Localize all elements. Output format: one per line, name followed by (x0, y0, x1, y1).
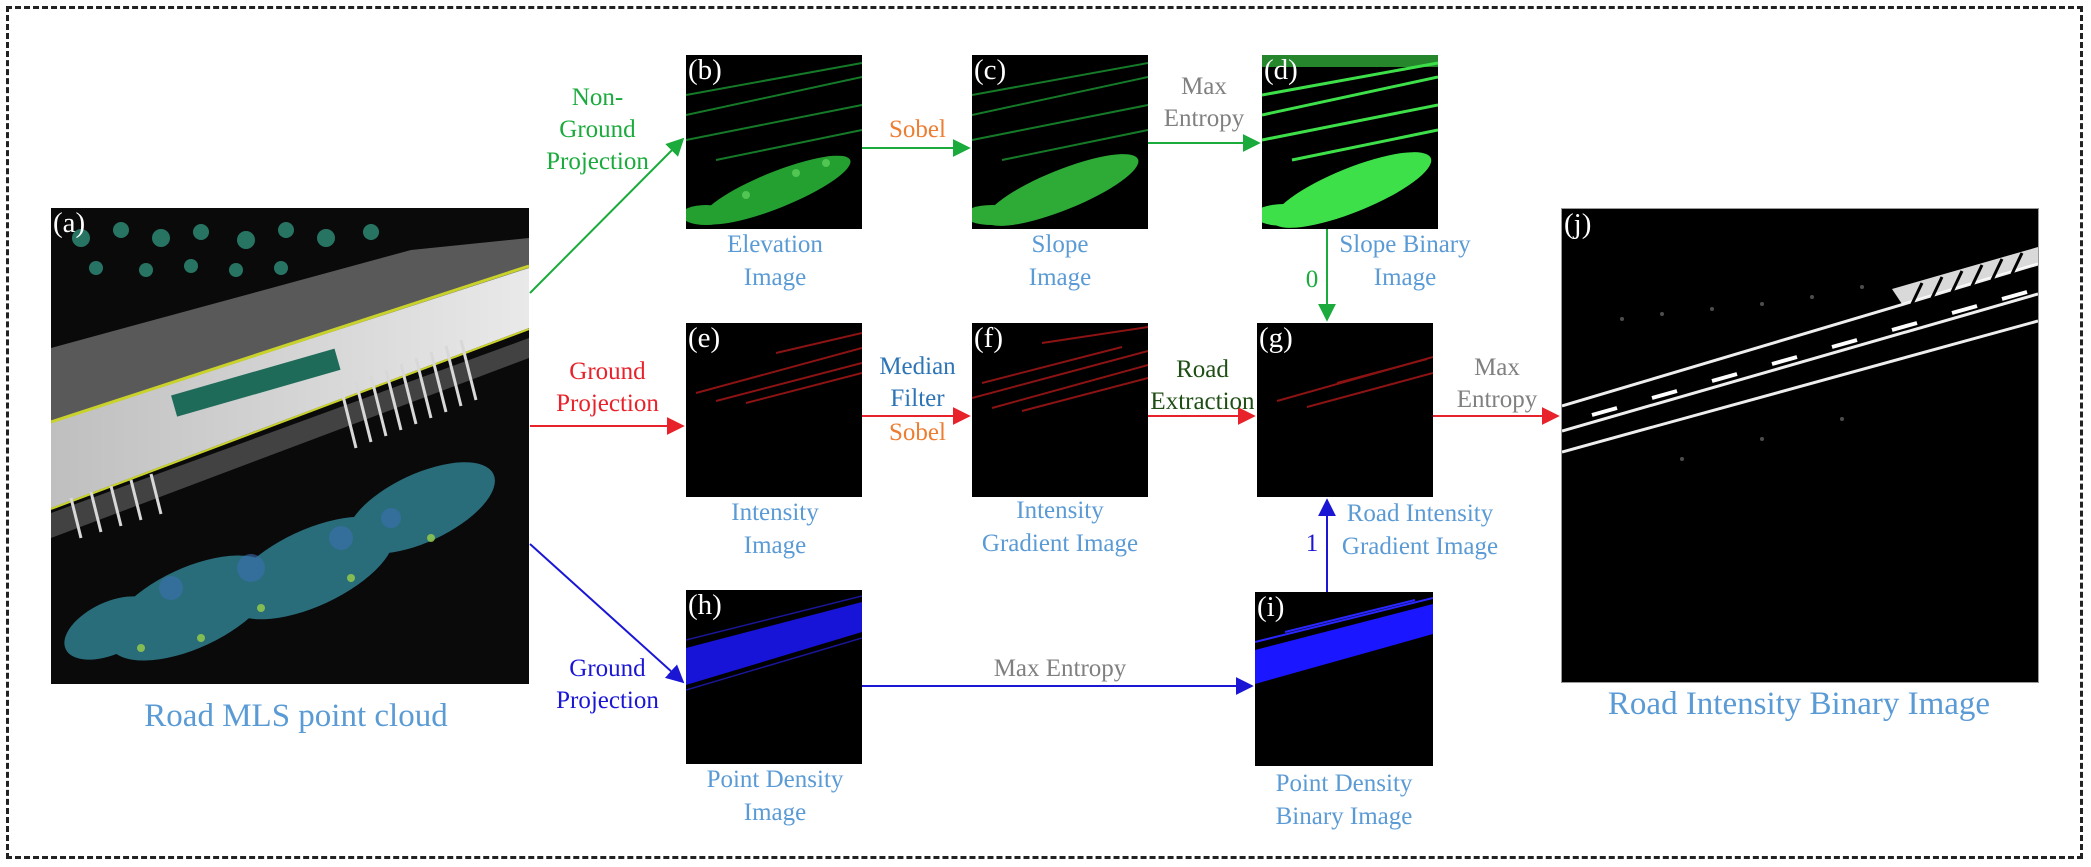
label-road-extraction-line2: Extraction (1150, 388, 1255, 415)
panel-h-point-density: (h) (686, 590, 862, 764)
slope-binary-illustration (1262, 55, 1438, 228)
panel-a-label: (a) (53, 208, 86, 239)
caption-f-line2: Gradient Image (981, 530, 1139, 557)
label-road-extraction-line1: Road (1176, 356, 1229, 383)
panel-j-label: (j) (1564, 208, 1592, 240)
caption-j: Road Intensity Binary Image (1607, 686, 1991, 722)
caption-i-line1: Point Density (1275, 770, 1413, 797)
caption-g-line2: Gradient Image (1341, 533, 1499, 560)
panel-f-label: (f) (974, 323, 1003, 354)
point-density-illustration (686, 595, 862, 691)
label-one: 1 (1305, 530, 1319, 557)
label-max-entropy-c-d-line2: Entropy (1163, 105, 1245, 132)
caption-b-line1: Elevation (727, 231, 823, 258)
road-intensity-gradient-illustration (1276, 356, 1433, 408)
caption-h-line2: Image (743, 799, 807, 826)
caption-a: Road MLS point cloud (144, 698, 448, 734)
caption-f-line1: Intensity (1016, 497, 1104, 524)
label-max-entropy-h-i: Max Entropy (993, 655, 1127, 682)
point-density-binary-illustration (1255, 597, 1433, 684)
label-median-filter-line1: Median (879, 353, 956, 380)
label-max-entropy-g-j-line2: Entropy (1456, 386, 1538, 413)
caption-b-line2: Image (743, 264, 807, 291)
caption-h-line1: Point Density (706, 766, 844, 793)
label-median-filter-line2: Filter (890, 385, 945, 412)
caption-d-line1: Slope Binary (1339, 231, 1471, 258)
label-sobel-b-c: Sobel (889, 116, 946, 143)
caption-g-line1: Road Intensity (1346, 500, 1494, 527)
caption-d-line2: Image (1373, 264, 1437, 291)
label-ground-projection-red-line1: Ground (569, 358, 646, 385)
panel-i-point-density-binary: (i) (1255, 592, 1433, 766)
dashed-border (6, 6, 2083, 859)
label-ground-projection-blue-line2: Projection (556, 687, 659, 714)
panel-e-intensity: (e) (686, 323, 862, 497)
panel-b-elevation: (b) (686, 55, 862, 229)
panel-b-label: (b) (688, 55, 722, 86)
label-zero: 0 (1305, 266, 1319, 293)
panel-d-label: (d) (1264, 55, 1298, 86)
panel-d-slope-binary: (d) (1262, 55, 1438, 229)
panel-a-point-cloud: (a) (51, 208, 529, 684)
panel-c-label: (c) (974, 55, 1007, 86)
panel-f-intensity-gradient: (f) (972, 323, 1148, 497)
panel-h-label: (h) (688, 590, 722, 621)
panel-g-label: (g) (1259, 323, 1293, 354)
caption-i-line2: Binary Image (1275, 803, 1413, 830)
road-intensity-binary-illustration (1562, 247, 2038, 461)
arrow-a-to-b (529, 137, 685, 294)
label-ground-projection-red-line2: Projection (556, 390, 659, 417)
intensity-gradient-illustration (972, 326, 1148, 412)
panel-c-slope: (c) (972, 55, 1148, 229)
caption-c-line2: Image (1028, 264, 1092, 291)
caption-e-line2: Image (743, 532, 807, 559)
slope-illustration (972, 62, 1148, 226)
label-ground-projection-blue-line1: Ground (569, 655, 646, 682)
caption-c-line1: Slope (1031, 231, 1089, 258)
label-non-ground-line2: Ground (559, 116, 636, 143)
panel-i-label: (i) (1257, 592, 1285, 623)
elevation-illustration (686, 62, 862, 225)
arrow-a-to-h (529, 543, 685, 684)
label-non-ground-line1: Non- (571, 84, 624, 111)
panel-e-label: (e) (688, 323, 721, 354)
label-non-ground-line3: Projection (546, 148, 649, 175)
intensity-illustration (695, 332, 862, 404)
label-max-entropy-c-d-line1: Max (1181, 73, 1227, 100)
caption-e-line1: Intensity (731, 499, 819, 526)
label-sobel-e-f: Sobel (889, 419, 946, 446)
label-max-entropy-g-j-line1: Max (1474, 354, 1520, 381)
panel-j-road-intensity-binary: (j) (1561, 208, 2039, 683)
point-cloud-illustration (51, 208, 529, 684)
panel-g-road-intensity-gradient: (g) (1257, 323, 1433, 497)
